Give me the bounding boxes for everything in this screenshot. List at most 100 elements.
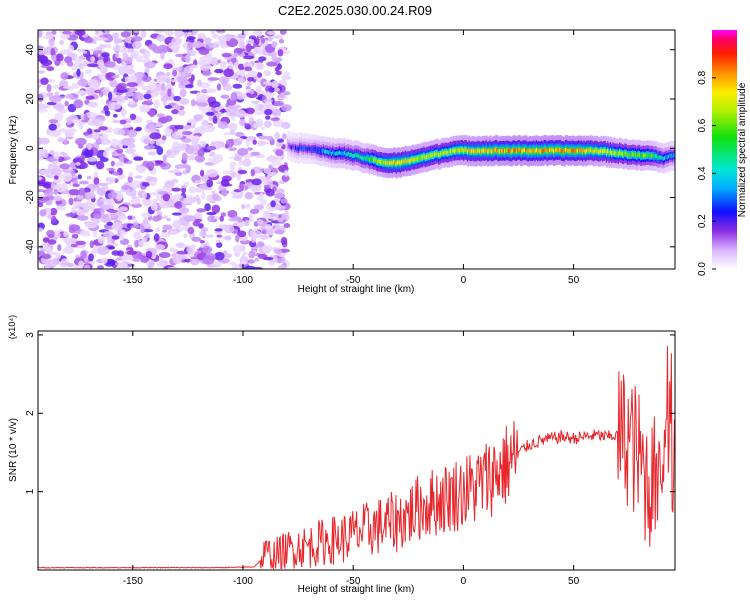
- noise-cell: [191, 236, 202, 242]
- ridge-cell: [392, 160, 396, 165]
- ridge-cell: [455, 148, 458, 153]
- ridge-cell: [612, 150, 615, 155]
- ridge-cell: [476, 149, 479, 154]
- ridge-cell: [637, 152, 640, 157]
- noise-cell: [238, 159, 243, 166]
- noise-cell: [51, 54, 57, 62]
- ridge-cell: [425, 154, 429, 159]
- noise-cell: [273, 204, 286, 210]
- noise-cell: [66, 128, 77, 134]
- noise-cell: [38, 30, 43, 38]
- noise-cell: [98, 126, 108, 131]
- noise-cell: [129, 86, 136, 93]
- noise-cell: [89, 240, 95, 249]
- noise-cell: [143, 50, 151, 59]
- noise-cell: [268, 155, 274, 162]
- noise-cell: [181, 138, 192, 143]
- noise-cell: [97, 246, 110, 255]
- noise-cell: [62, 85, 73, 89]
- noise-cell: [145, 233, 150, 239]
- noise-cell: [171, 79, 179, 83]
- ridge-cell: [359, 155, 362, 160]
- noise-cell: [245, 43, 252, 53]
- ridge-cell: [578, 148, 581, 153]
- noise-cell: [126, 250, 138, 255]
- noise-cell: [85, 111, 97, 119]
- ridge-cell: [575, 149, 578, 154]
- noise-cell: [56, 53, 64, 62]
- noise-cell: [235, 234, 240, 243]
- noise-cell: [160, 82, 166, 91]
- noise-cell: [200, 94, 207, 99]
- noise-cell: [140, 30, 147, 39]
- ridge-cell: [343, 150, 347, 155]
- noise-cell: [196, 91, 202, 101]
- noise-cell: [196, 197, 201, 205]
- ridge-cell: [534, 149, 537, 154]
- noise-cell: [93, 50, 103, 55]
- noise-cell: [132, 55, 145, 60]
- noise-cell: [261, 245, 273, 253]
- noise-cell: [81, 202, 92, 210]
- noise-cell: [181, 203, 186, 212]
- noise-cell: [230, 161, 237, 167]
- ridge-cell: [645, 153, 648, 158]
- noise-cell: [47, 234, 55, 238]
- noise-cell: [197, 148, 205, 157]
- noise-cell: [192, 30, 199, 35]
- ridge-cell: [625, 151, 628, 156]
- noise-cell: [266, 31, 276, 35]
- noise-cell: [237, 148, 249, 156]
- ridge-cell: [410, 158, 413, 163]
- ridge-cell: [322, 148, 325, 153]
- ridge-cell: [617, 152, 620, 156]
- noise-cell: [116, 57, 122, 64]
- ridge-cell: [510, 149, 513, 154]
- noise-cell: [38, 182, 49, 187]
- ridge-cell: [656, 154, 659, 159]
- noise-cell: [68, 224, 81, 231]
- ridge-cell: [525, 148, 528, 152]
- noise-cell: [247, 147, 254, 151]
- noise-cell: [211, 193, 220, 201]
- noise-cell: [237, 230, 247, 238]
- noise-cell: [53, 151, 60, 160]
- noise-cell: [57, 244, 62, 252]
- noise-cell: [110, 212, 117, 219]
- noise-cell: [275, 155, 283, 163]
- ridge-cell: [511, 148, 515, 153]
- noise-cell: [257, 253, 268, 259]
- noise-cell: [271, 80, 279, 89]
- noise-cell: [181, 30, 190, 33]
- noise-cell: [111, 235, 120, 240]
- ridge-cell: [313, 147, 316, 151]
- x-tick-label: -100: [233, 275, 253, 286]
- ridge-cell: [648, 153, 651, 158]
- ridge-cell: [302, 146, 306, 151]
- noise-cell: [67, 263, 74, 268]
- noise-cell: [225, 138, 234, 148]
- ridge-cell: [318, 149, 321, 153]
- noise-cell: [231, 195, 243, 199]
- ridge-cell: [441, 150, 444, 155]
- noise-cell: [275, 239, 282, 244]
- ridge-cell: [654, 154, 657, 158]
- noise-cell: [128, 100, 136, 105]
- ridge-cell: [513, 147, 516, 152]
- ridge-cell: [427, 154, 430, 159]
- noise-cell: [114, 161, 125, 167]
- noise-cell: [147, 264, 153, 269]
- noise-cell: [185, 164, 191, 174]
- noise-cell: [45, 156, 58, 162]
- noise-cell: [40, 59, 53, 66]
- ridge-cell: [607, 149, 610, 153]
- noise-cell: [99, 157, 109, 163]
- noise-cell: [172, 95, 182, 102]
- noise-cell: [208, 101, 221, 108]
- noise-cell: [59, 163, 70, 170]
- ridge-cell: [415, 157, 418, 162]
- noise-cell: [146, 90, 151, 94]
- noise-cell: [93, 177, 100, 185]
- ridge-cell: [402, 159, 405, 164]
- noise-cell: [263, 184, 271, 189]
